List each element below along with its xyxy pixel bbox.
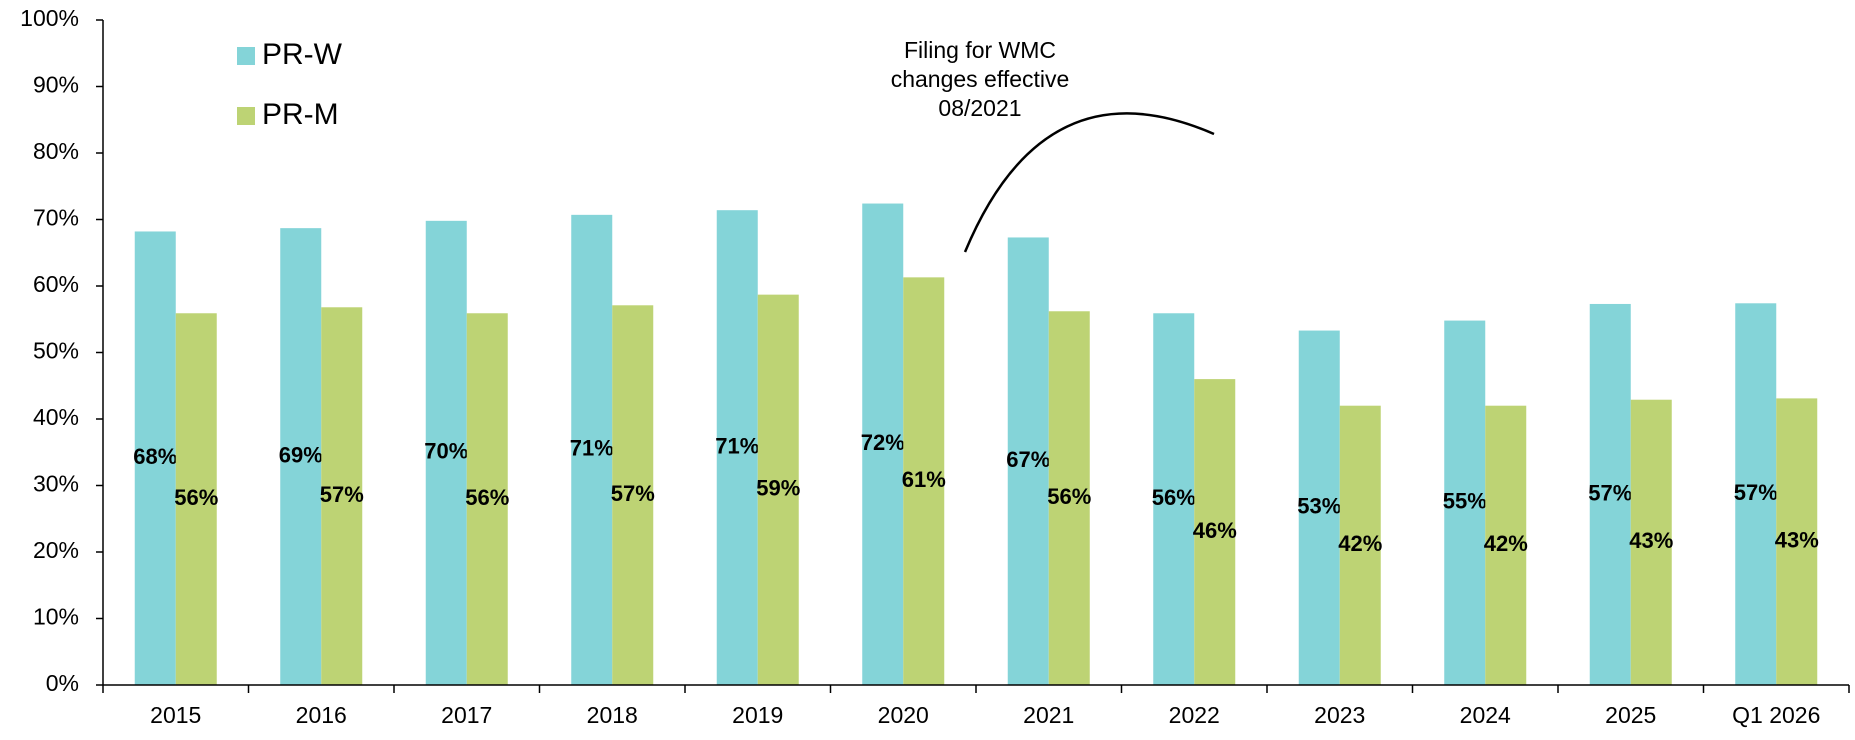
bar — [1735, 303, 1777, 685]
annotation: Filing for WMC — [904, 37, 1056, 63]
x-tick-label: 2020 — [878, 702, 929, 728]
x-tick-label: Q1 2026 — [1732, 702, 1820, 728]
bar — [321, 307, 363, 685]
data-label: 43% — [1629, 528, 1673, 553]
data-label: 70% — [424, 439, 468, 464]
x-tick-label: 2016 — [296, 702, 347, 728]
data-label: 71% — [570, 436, 614, 461]
data-label: 67% — [1006, 447, 1050, 472]
x-tick-label: 2024 — [1460, 702, 1511, 728]
bar — [612, 305, 654, 685]
annotation-arc — [963, 112, 1215, 253]
x-tick-label: 2019 — [732, 702, 783, 728]
x-tick-label: 2018 — [587, 702, 638, 728]
bar — [1339, 405, 1381, 685]
bar — [175, 313, 217, 685]
annotation: changes effective — [891, 66, 1070, 92]
annotation: 08/2021 — [938, 95, 1021, 121]
y-tick-label: 70% — [33, 205, 79, 231]
x-tick-label: 2017 — [441, 702, 492, 728]
x-tick-label: 2022 — [1169, 702, 1220, 728]
y-tick-label: 40% — [33, 404, 79, 430]
bar — [134, 231, 176, 685]
data-label: 57% — [320, 482, 364, 507]
bar — [1776, 398, 1818, 685]
y-tick-label: 20% — [33, 537, 79, 563]
legend-label: PR-M — [262, 98, 339, 131]
data-label: 56% — [174, 485, 218, 510]
bar — [1485, 405, 1527, 685]
data-label: 56% — [465, 485, 509, 510]
data-label: 57% — [1734, 480, 1778, 505]
bar — [466, 313, 508, 685]
data-label: 55% — [1443, 489, 1487, 514]
y-tick-label: 90% — [33, 72, 79, 98]
data-label: 53% — [1297, 494, 1341, 519]
y-tick-label: 80% — [33, 138, 79, 164]
x-tick-label: 2015 — [150, 702, 201, 728]
bar — [1298, 330, 1340, 685]
bar — [425, 220, 467, 685]
data-label: 56% — [1047, 484, 1091, 509]
bar — [1630, 399, 1672, 685]
data-label: 57% — [1588, 480, 1632, 505]
bar — [1007, 237, 1049, 685]
data-label: 56% — [1152, 485, 1196, 510]
y-tick-label: 0% — [46, 670, 79, 696]
data-label: 71% — [715, 433, 759, 458]
bar — [757, 294, 799, 685]
x-tick-label: 2023 — [1314, 702, 1365, 728]
data-label: 61% — [902, 467, 946, 492]
bar — [1194, 379, 1236, 685]
data-label: 57% — [611, 481, 655, 506]
bar — [1048, 311, 1090, 685]
bar — [280, 228, 322, 685]
bar — [903, 277, 945, 685]
data-label: 69% — [279, 442, 323, 467]
x-tick-label: 2021 — [1023, 702, 1074, 728]
data-label: 43% — [1775, 528, 1819, 553]
data-label: 42% — [1338, 531, 1382, 556]
x-tick-label: 2025 — [1605, 702, 1656, 728]
data-label: 68% — [133, 444, 177, 469]
data-label: 46% — [1193, 518, 1237, 543]
bar — [1444, 320, 1486, 685]
data-label: 42% — [1484, 531, 1528, 556]
bar — [1153, 313, 1195, 685]
bar — [571, 214, 613, 685]
y-tick-label: 50% — [33, 338, 79, 364]
y-tick-label: 60% — [33, 271, 79, 297]
data-label: 59% — [756, 476, 800, 501]
y-tick-label: 30% — [33, 471, 79, 497]
bar — [862, 203, 904, 686]
y-tick-label: 100% — [20, 5, 79, 31]
bar — [1589, 303, 1631, 685]
legend-label: PR-W — [262, 38, 343, 71]
bar — [716, 210, 758, 685]
legend-swatch — [237, 107, 255, 125]
data-label: 72% — [861, 430, 905, 455]
legend-swatch — [237, 47, 255, 65]
y-tick-label: 10% — [33, 604, 79, 630]
